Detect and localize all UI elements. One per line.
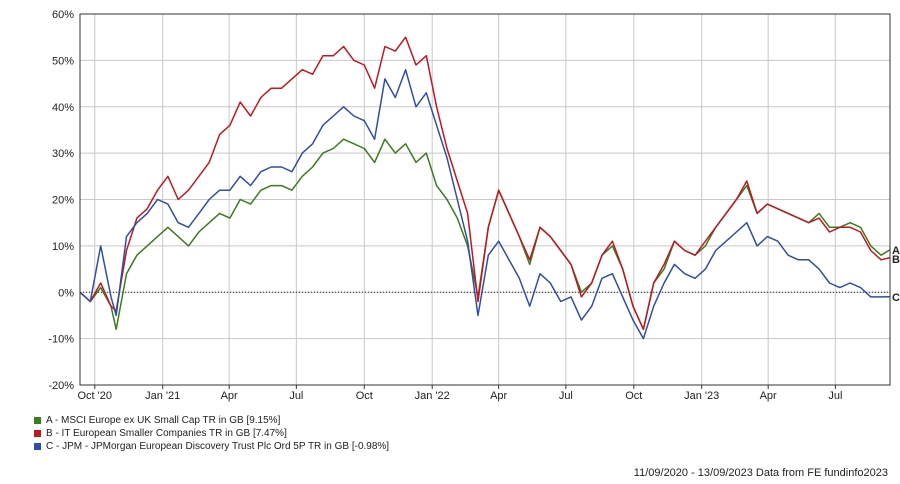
y-axis: -20% -10% 0% 10% 20% 30% 40% 50% 60% [48,9,74,392]
x-tick-label: Jan '21 [145,390,180,402]
legend: A - MSCI Europe ex UK Small Cap TR in GB… [34,414,389,453]
series-end-label-b: B [892,254,900,266]
y-tick-label: 50% [52,55,74,67]
y-tick-label: -10% [48,334,74,346]
legend-item-b[interactable]: B - IT European Smaller Companies TR in … [34,427,389,440]
footer-date-range-source: 11/09/2020 - 13/09/2023 Data from FE fun… [633,467,888,479]
legend-item-c[interactable]: C - JPM - JPMorgan European Discovery Tr… [34,440,389,453]
y-tick-label: 0% [58,287,74,299]
legend-swatch-a [34,417,41,424]
legend-label-b: B - IT European Smaller Companies TR in … [46,428,287,439]
x-tick-label: Jan '22 [415,390,450,402]
legend-swatch-c [34,443,41,450]
x-tick-label: Oct '20 [78,390,113,402]
series-end-label-a: A [892,245,900,257]
x-tick-label: Apr [221,390,238,402]
series-end-label-c: C [892,292,900,304]
legend-swatch-b [34,430,41,437]
legend-label-a: A - MSCI Europe ex UK Small Cap TR in GB… [46,415,281,426]
y-tick-label: 40% [52,102,74,114]
series-end-labels: AB C [892,245,900,304]
y-tick-label: 20% [52,195,74,207]
x-tick-label: Apr [760,390,777,402]
x-tick-label: Apr [490,390,507,402]
x-tick-label: Jul [559,390,573,402]
legend-item-a[interactable]: A - MSCI Europe ex UK Small Cap TR in GB… [34,414,389,427]
x-tick-label: Oct [356,390,373,402]
series-line-b[interactable] [79,36,891,331]
x-tick-label: Oct [625,390,642,402]
y-tick-label: 60% [52,9,74,21]
series-line-c[interactable] [79,68,891,340]
y-tick-label: 10% [52,241,74,253]
x-tick-label: Jul [289,390,303,402]
y-tick-label: -20% [48,380,74,392]
x-tick-label: Jan '23 [684,390,719,402]
plot-area-border [79,13,891,386]
x-tick-label: Jul [828,390,842,402]
y-tick-label: 30% [52,148,74,160]
series-group [79,36,891,340]
legend-label-c: C - JPM - JPMorgan European Discovery Tr… [46,441,390,452]
x-axis: Oct '20 Jan '21 Apr Jul Oct Jan '22 Apr Jul Oct J… [78,385,842,402]
